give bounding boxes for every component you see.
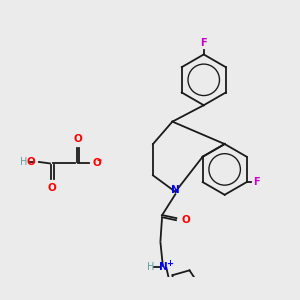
Text: O: O bbox=[27, 157, 35, 167]
Text: +: + bbox=[166, 259, 173, 268]
Text: O: O bbox=[93, 158, 102, 168]
Text: O: O bbox=[48, 183, 57, 193]
Text: N: N bbox=[159, 262, 168, 272]
Text: N: N bbox=[171, 185, 180, 195]
Text: O: O bbox=[74, 134, 82, 144]
Text: H: H bbox=[147, 262, 155, 272]
Text: -: - bbox=[97, 154, 102, 167]
Text: F: F bbox=[253, 177, 260, 187]
Text: O: O bbox=[182, 215, 190, 225]
Text: F: F bbox=[200, 38, 207, 48]
Text: H: H bbox=[20, 157, 28, 167]
